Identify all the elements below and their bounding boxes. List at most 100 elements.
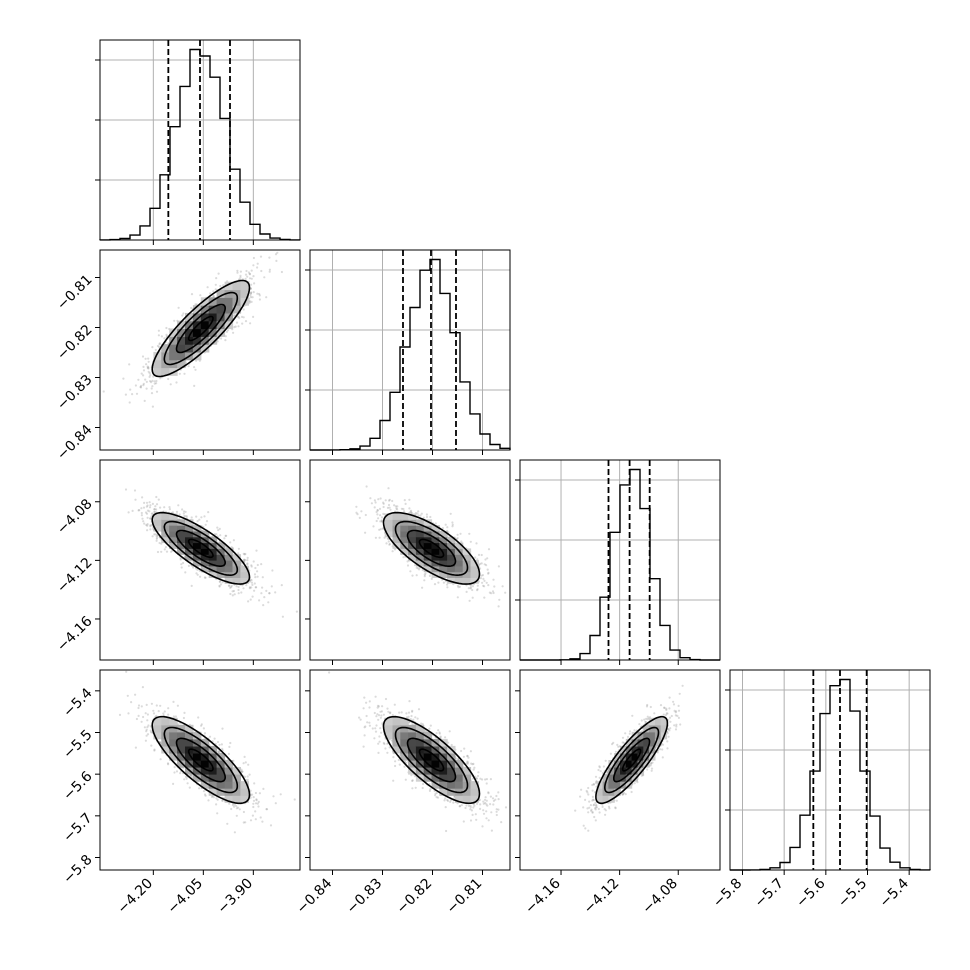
sample-point <box>482 584 485 587</box>
sample-point <box>389 508 392 511</box>
sample-point <box>153 510 156 513</box>
sample-point <box>243 558 246 561</box>
sample-point <box>241 584 244 587</box>
sample-point <box>212 290 215 293</box>
sample-point <box>140 514 143 517</box>
sample-point <box>142 374 145 377</box>
sample-point <box>376 509 379 512</box>
sample-point <box>147 357 150 360</box>
density-cell <box>200 565 210 573</box>
sample-point <box>249 292 252 295</box>
sample-point <box>141 355 145 358</box>
density-cell <box>400 519 409 526</box>
sample-point <box>168 506 171 509</box>
sample-point <box>231 594 234 597</box>
density-cell <box>177 344 186 353</box>
density-cell <box>415 530 425 538</box>
sample-point <box>146 504 149 507</box>
sample-point <box>181 508 184 511</box>
sample-point <box>261 586 264 589</box>
density-cell <box>208 328 218 337</box>
sample-point <box>259 255 263 258</box>
sample-point <box>411 574 414 577</box>
sample-point <box>183 372 186 375</box>
sample-point <box>237 325 240 328</box>
sample-point <box>249 287 252 290</box>
sample-point <box>163 337 166 340</box>
sample-point <box>179 558 182 561</box>
density-cell <box>169 542 178 549</box>
sample-point <box>512 614 514 616</box>
density-cell <box>240 565 249 573</box>
sample-point <box>254 586 257 589</box>
sample-point <box>250 269 253 272</box>
sample-point <box>410 509 413 512</box>
sample-point <box>140 384 143 387</box>
sample-point <box>137 378 140 381</box>
sample-point <box>238 316 241 320</box>
y-tick-label: −0.81 <box>54 272 96 314</box>
density-cell <box>240 289 249 298</box>
sample-point <box>469 587 472 590</box>
sample-point <box>131 509 134 512</box>
sample-point <box>193 384 196 387</box>
sample-point <box>248 272 251 275</box>
sample-point <box>218 585 221 588</box>
sample-point <box>249 291 253 295</box>
sample-point <box>147 360 150 363</box>
sample-point <box>207 510 210 514</box>
sample-point <box>460 540 463 543</box>
panel-2d-1-0: −0.84−0.83−0.82−0.81 <box>54 249 301 463</box>
sample-point <box>423 575 426 578</box>
sample-point <box>415 566 418 569</box>
sample-point <box>248 299 251 302</box>
sample-point <box>457 586 460 589</box>
sample-point <box>236 271 239 274</box>
sample-point <box>244 559 247 562</box>
sample-point <box>124 488 128 491</box>
density-cell <box>384 513 394 520</box>
sample-point <box>245 269 248 273</box>
sample-point <box>410 511 413 514</box>
sample-point <box>139 386 143 389</box>
sample-point <box>230 584 233 588</box>
density-cell <box>400 548 409 555</box>
density-cell <box>200 336 210 345</box>
density-cell <box>208 554 218 561</box>
sample-point <box>190 306 193 310</box>
sample-point <box>501 585 504 588</box>
sample-point <box>263 276 266 279</box>
sample-point <box>493 585 496 588</box>
density-cell <box>232 281 241 291</box>
sample-point <box>184 571 187 574</box>
sample-point <box>138 509 141 512</box>
density-cell <box>200 548 210 555</box>
density-cell <box>232 571 241 578</box>
density-cell <box>200 312 210 322</box>
sample-point <box>378 528 381 531</box>
sample-point <box>380 516 384 519</box>
sample-point <box>425 513 428 516</box>
sample-point <box>258 599 261 602</box>
sample-point <box>205 520 209 523</box>
sample-point <box>183 514 186 518</box>
sample-point <box>151 385 154 388</box>
density-cell <box>185 519 194 526</box>
sample-point <box>159 377 162 380</box>
sample-point <box>225 330 228 333</box>
sample-point <box>153 533 156 536</box>
sample-point <box>144 378 147 381</box>
sample-point <box>169 383 172 386</box>
sample-point <box>253 582 256 585</box>
sample-point <box>492 591 495 595</box>
density-cell <box>208 565 218 573</box>
sample-point <box>382 512 385 516</box>
sample-point <box>468 532 471 535</box>
sample-point <box>134 498 137 501</box>
density-cell <box>400 513 409 520</box>
sample-point <box>216 526 219 529</box>
sample-point <box>158 343 161 346</box>
sample-point <box>242 308 245 311</box>
sample-point <box>235 585 238 588</box>
sample-point <box>193 366 196 369</box>
